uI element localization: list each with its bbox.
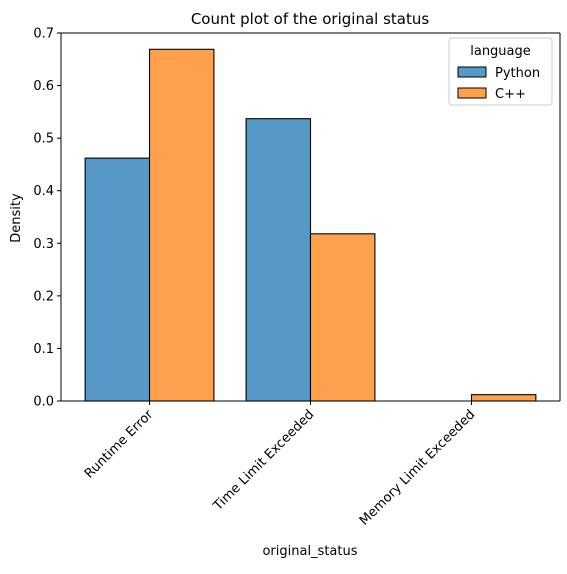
bar-c-3 [470,394,537,402]
y-tick-label: 0.3 [33,237,54,252]
x-axis-title: original_status [262,544,357,559]
y-tick-label: 0.6 [33,79,54,94]
y-tick-label: 0.4 [33,184,54,199]
legend-title: language [470,44,531,59]
bar-python-1 [84,157,151,402]
y-tick-label: 0.2 [33,289,54,304]
legend-label: C++ [495,87,526,102]
bar-c-2 [309,233,376,402]
legend-swatch-c [457,87,487,99]
bars-layer [84,48,537,402]
x-tick-label: Memory Limit Exceeded [357,407,478,528]
x-tick-label-group: Runtime Error [82,407,157,482]
x-tick-label: Time Limit Exceeded [210,407,317,514]
legend: language Python C++ [448,37,553,106]
x-tick-label: Runtime Error [82,407,157,482]
bar-python-2 [245,118,312,402]
chart-title: Count plot of the original status [191,10,430,28]
y-tick-label: 0.7 [33,27,54,42]
y-tick-label: 0.0 [33,395,54,410]
x-tick-label-group: Memory Limit Exceeded [357,407,478,528]
x-tick-label-group: Time Limit Exceeded [210,407,317,514]
legend-swatch-python [457,66,487,78]
y-axis-title: Density [9,193,24,243]
y-tick-label: 0.1 [33,342,54,357]
bar-c-1 [148,48,215,402]
y-tick-label: 0.5 [33,132,54,147]
legend-label: Python [495,66,540,81]
